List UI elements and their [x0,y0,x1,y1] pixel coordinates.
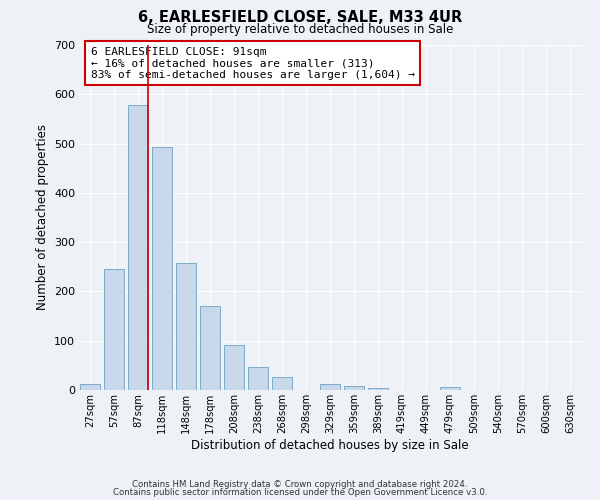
Bar [368,388,388,390]
X-axis label: Distribution of detached houses by size in Sale: Distribution of detached houses by size … [191,438,469,452]
Bar [320,384,340,390]
Y-axis label: Number of detached properties: Number of detached properties [35,124,49,310]
Bar [80,384,100,390]
Bar [152,147,172,390]
Bar [248,367,268,390]
Bar [200,306,220,390]
Bar [176,263,196,390]
Text: Contains HM Land Registry data © Crown copyright and database right 2024.: Contains HM Land Registry data © Crown c… [132,480,468,489]
Bar [224,344,244,390]
Bar [344,386,364,390]
Text: 6, EARLESFIELD CLOSE, SALE, M33 4UR: 6, EARLESFIELD CLOSE, SALE, M33 4UR [138,10,462,25]
Bar [440,387,460,390]
Text: Size of property relative to detached houses in Sale: Size of property relative to detached ho… [147,22,453,36]
Bar [104,269,124,390]
Text: 6 EARLESFIELD CLOSE: 91sqm
← 16% of detached houses are smaller (313)
83% of sem: 6 EARLESFIELD CLOSE: 91sqm ← 16% of deta… [91,46,415,80]
Bar [128,105,148,390]
Bar [272,376,292,390]
Text: Contains public sector information licensed under the Open Government Licence v3: Contains public sector information licen… [113,488,487,497]
